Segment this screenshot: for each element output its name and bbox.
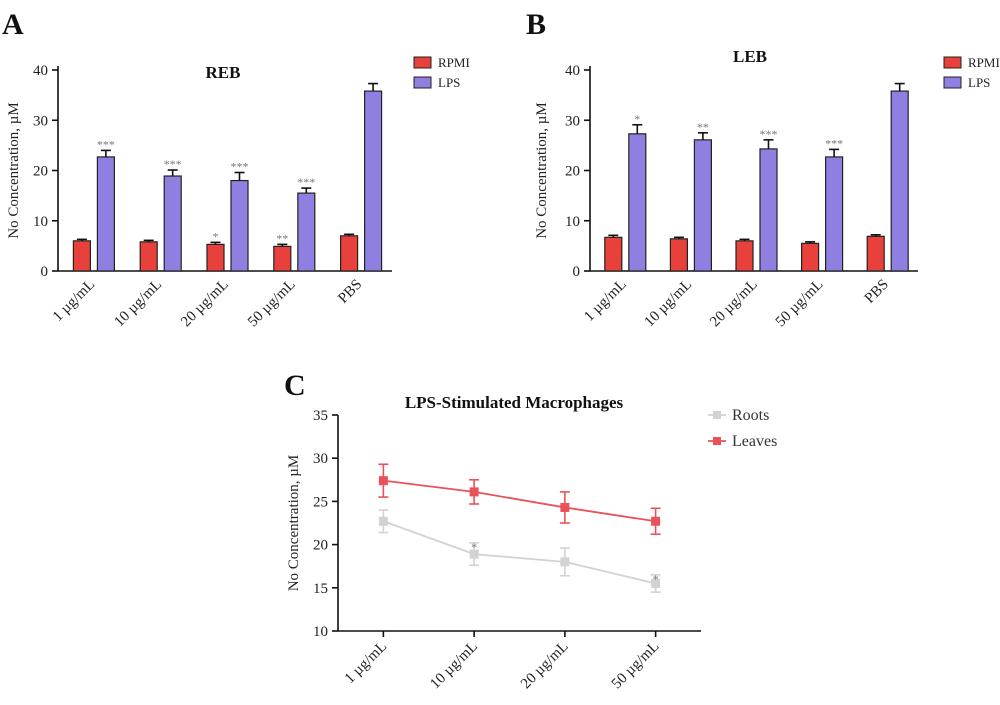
data-point-leaves bbox=[560, 502, 570, 512]
x-tick-label: 20 µg/mL bbox=[518, 639, 572, 693]
x-tick-label: 10 µg/mL bbox=[642, 277, 696, 331]
bar-rpmi-10-g-ml bbox=[139, 241, 158, 272]
bar-lps-20-g-ml bbox=[230, 179, 249, 272]
x-tick-label: 20 µg/mL bbox=[178, 277, 232, 331]
chart-title: LEB bbox=[733, 47, 767, 66]
legend-label-rpmi: RPMI bbox=[438, 55, 470, 70]
y-axis-label: No Concentration, µM bbox=[534, 102, 550, 239]
data-point-roots bbox=[651, 578, 661, 588]
bar-lps-10-g-ml bbox=[693, 139, 713, 272]
y-tick-label: 35 bbox=[313, 408, 328, 424]
y-tick-label: 40 bbox=[565, 63, 580, 79]
legend-swatch-rpmi bbox=[413, 56, 432, 69]
data-point-roots bbox=[378, 516, 388, 526]
legend-label-lps: LPS bbox=[968, 75, 990, 90]
x-tick-label: PBS bbox=[862, 277, 892, 307]
x-tick-label: 1 µg/mL bbox=[50, 277, 98, 325]
x-tick-label: 50 µg/mL bbox=[245, 277, 299, 331]
significance-label: *** bbox=[97, 137, 115, 151]
x-tick-label: 1 µg/mL bbox=[342, 639, 390, 687]
y-tick-label: 30 bbox=[33, 113, 48, 129]
legend-marker-roots bbox=[713, 411, 721, 419]
bar-rpmi-50-g-ml bbox=[800, 242, 820, 272]
panel-letter-c: C bbox=[284, 369, 306, 402]
y-tick-label: 15 bbox=[313, 581, 328, 597]
y-tick-label: 10 bbox=[33, 214, 48, 230]
bar-rpmi-pbs bbox=[340, 235, 359, 272]
data-point-roots bbox=[560, 557, 570, 567]
y-tick-label: 10 bbox=[313, 624, 328, 640]
legend-marker-leaves bbox=[713, 437, 721, 445]
x-tick-label: 10 µg/mL bbox=[427, 639, 481, 693]
bar-lps-pbs bbox=[364, 90, 383, 272]
legend-swatch-lps bbox=[413, 76, 432, 89]
y-tick-label: 0 bbox=[573, 264, 581, 280]
bar-rpmi-pbs bbox=[866, 235, 885, 272]
x-tick-label: 50 µg/mL bbox=[609, 639, 663, 693]
y-tick-label: 20 bbox=[565, 164, 580, 180]
bar-rpmi-10-g-ml bbox=[669, 238, 689, 272]
legend-label-rpmi: RPMI bbox=[968, 55, 1000, 70]
chart-lps-stimulated-macrophages: 10 15 20 25 30 35 No Concentration, µM LPS-Stim… bbox=[286, 393, 777, 692]
legend-swatch-rpmi bbox=[943, 56, 962, 69]
bar-lps-10-g-ml bbox=[163, 175, 182, 272]
bar-lps-1-g-ml bbox=[628, 133, 647, 272]
legend-label-leaves: Leaves bbox=[732, 433, 777, 450]
y-tick-label: 30 bbox=[565, 113, 580, 129]
significance-label: * bbox=[653, 572, 659, 586]
data-point-leaves bbox=[378, 476, 388, 486]
bar-rpmi-20-g-ml bbox=[735, 240, 754, 272]
significance-label: * bbox=[213, 229, 219, 243]
significance-label: ** bbox=[697, 120, 709, 134]
series-line-roots bbox=[383, 520, 656, 585]
bar-rpmi-1-g-ml bbox=[72, 240, 92, 272]
significance-label: *** bbox=[825, 136, 843, 150]
y-tick-label: 25 bbox=[313, 494, 328, 510]
x-tick-label: PBS bbox=[335, 277, 365, 307]
data-point-leaves bbox=[651, 516, 661, 526]
bar-lps-20-g-ml bbox=[759, 148, 778, 272]
chart-title: REB bbox=[206, 63, 241, 82]
y-axis-label: No Concentration, µM bbox=[6, 102, 22, 239]
panel-letter-a: A bbox=[2, 8, 24, 41]
chart-leb: 0 10 20 30 40 No Concentration, µM LEB * 1 µg/mL… bbox=[534, 47, 1000, 330]
bar-lps-pbs bbox=[890, 90, 909, 272]
significance-label: * bbox=[634, 112, 640, 126]
significance-label: *** bbox=[297, 175, 315, 189]
bar-lps-50-g-ml bbox=[824, 156, 844, 272]
y-tick-label: 10 bbox=[565, 214, 580, 230]
bar-lps-50-g-ml bbox=[297, 192, 316, 272]
legend-label-roots: Roots bbox=[732, 407, 769, 424]
panel-letter-b: B bbox=[526, 8, 546, 41]
chart-title: LPS-Stimulated Macrophages bbox=[405, 393, 624, 412]
data-point-roots bbox=[469, 549, 479, 559]
bar-rpmi-20-g-ml bbox=[206, 243, 225, 272]
y-axis-label: No Concentration, µM bbox=[286, 455, 302, 592]
x-tick-label: 20 µg/mL bbox=[707, 277, 761, 331]
significance-label: ** bbox=[276, 231, 288, 245]
series-line-leaves bbox=[383, 479, 656, 523]
x-tick-label: 1 µg/mL bbox=[581, 277, 629, 325]
bar-rpmi-50-g-ml bbox=[273, 245, 292, 272]
significance-label: *** bbox=[760, 127, 778, 141]
significance-label: * bbox=[471, 540, 477, 554]
x-tick-label: 10 µg/mL bbox=[111, 277, 165, 331]
y-tick-label: 20 bbox=[33, 164, 48, 180]
x-tick-label: 50 µg/mL bbox=[773, 277, 827, 331]
significance-label: *** bbox=[164, 157, 182, 171]
significance-label: *** bbox=[231, 160, 249, 174]
y-tick-label: 30 bbox=[313, 451, 328, 467]
bar-lps-1-g-ml bbox=[96, 156, 116, 272]
y-tick-label: 20 bbox=[313, 538, 328, 554]
legend-swatch-lps bbox=[943, 76, 962, 89]
data-point-leaves bbox=[469, 487, 479, 497]
legend-label-lps: LPS bbox=[438, 75, 460, 90]
bar-rpmi-1-g-ml bbox=[604, 236, 623, 272]
y-tick-label: 0 bbox=[41, 264, 49, 280]
y-tick-label: 40 bbox=[33, 63, 48, 79]
